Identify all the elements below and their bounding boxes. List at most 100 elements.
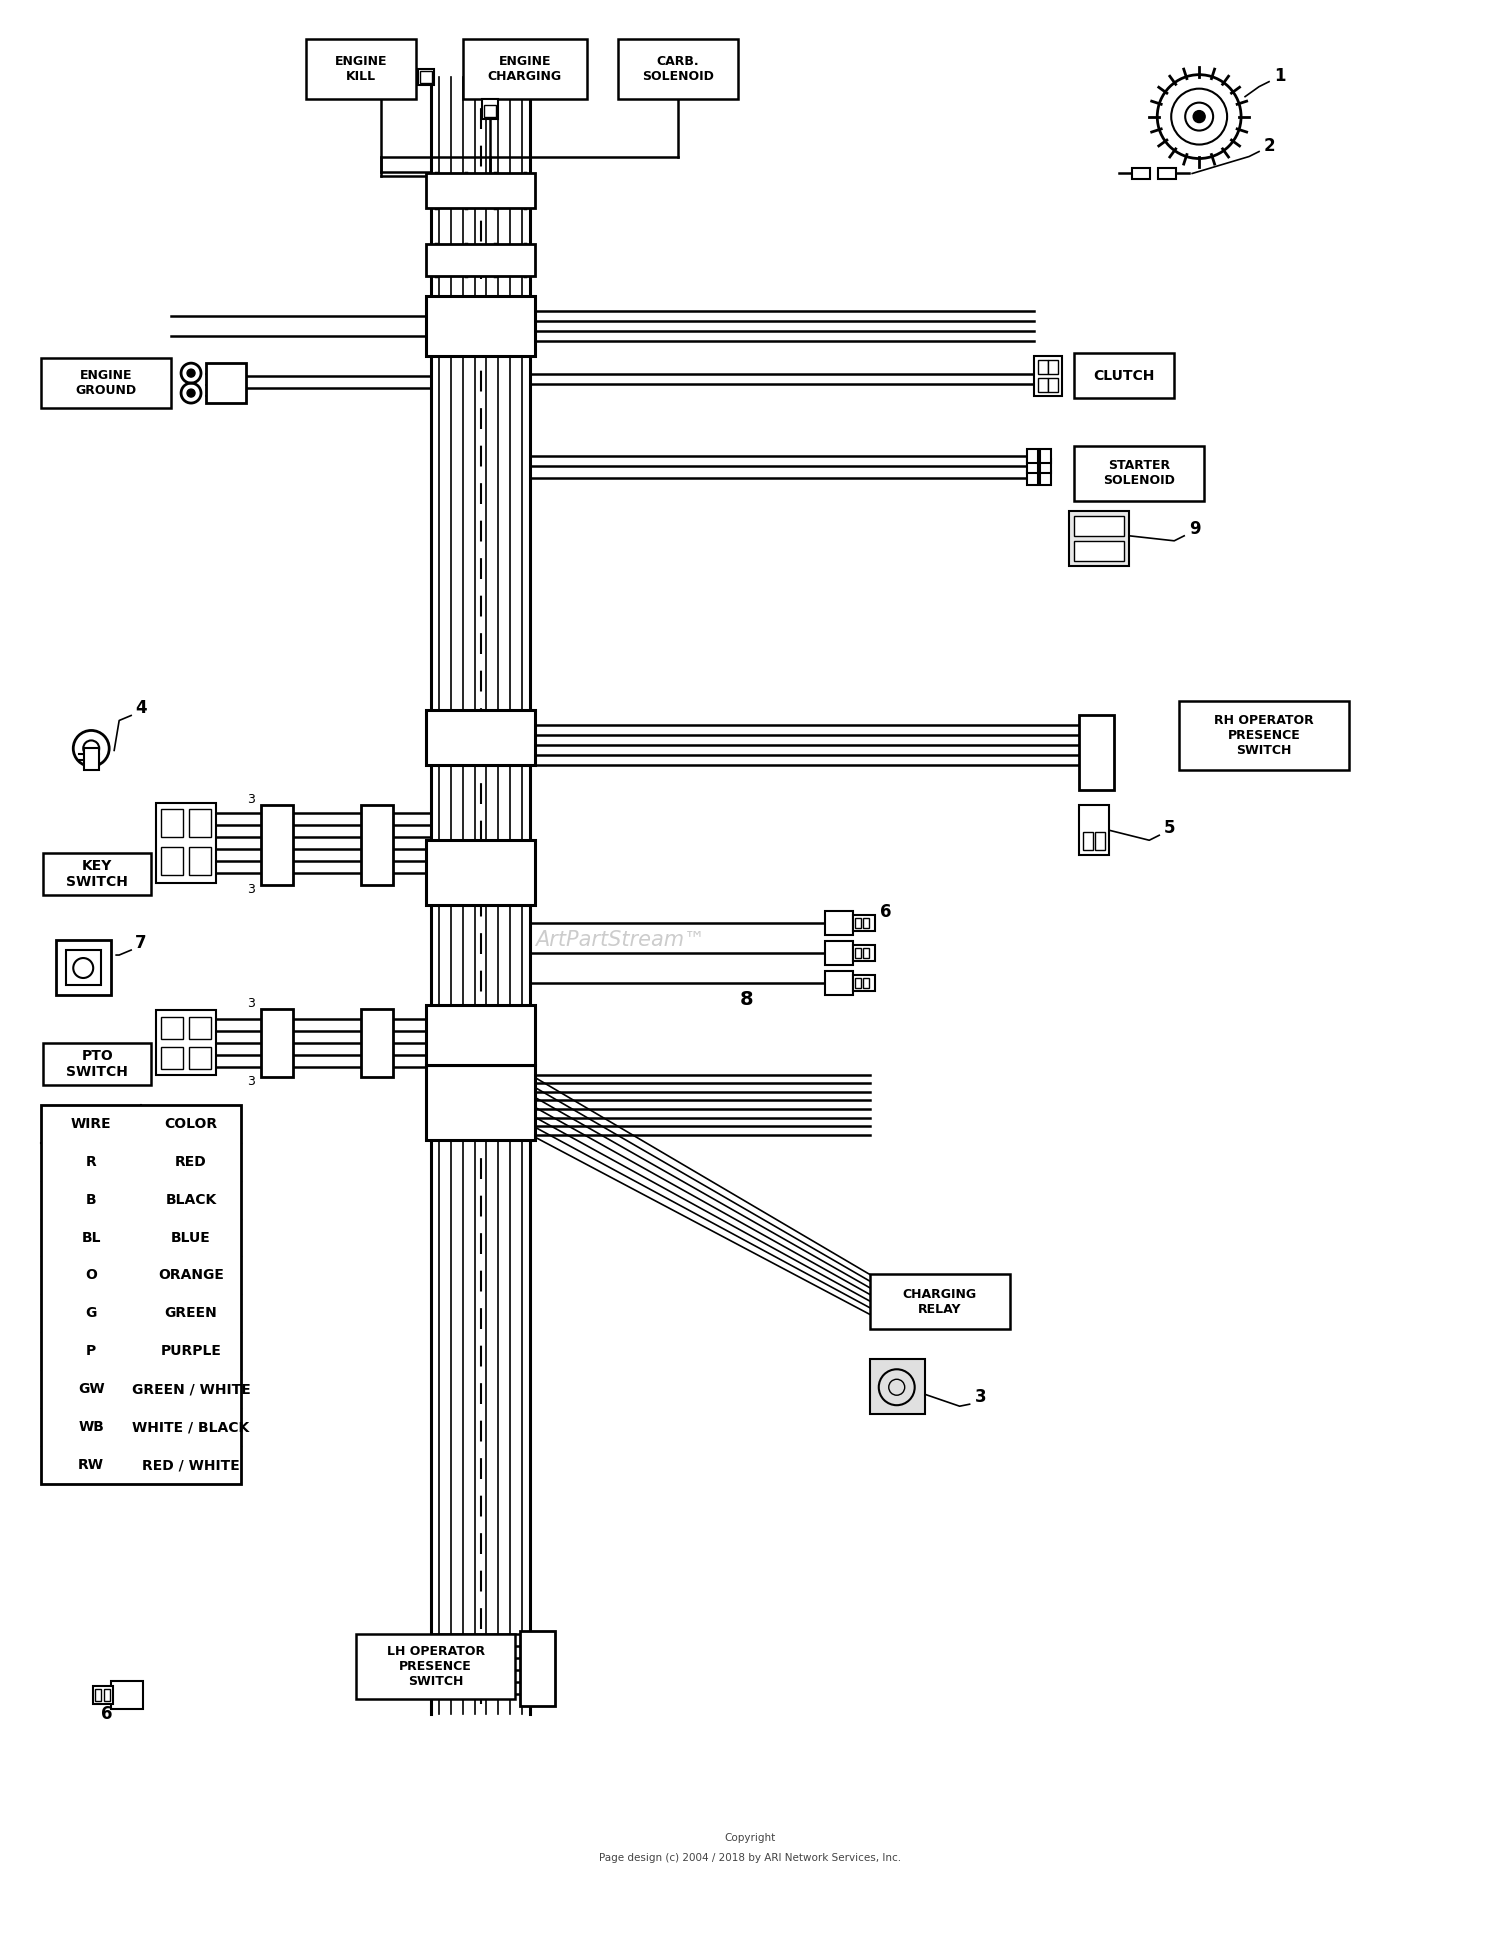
Bar (1038, 377, 1048, 393)
Bar (206, 364, 246, 403)
Text: G: G (86, 1306, 98, 1320)
Bar (104, 1689, 110, 1701)
Bar (189, 1046, 211, 1069)
Text: ENGINE
KILL: ENGINE KILL (334, 55, 387, 82)
Text: Copyright: Copyright (724, 1834, 776, 1844)
Text: RH OPERATOR
PRESENCE
SWITCH: RH OPERATOR PRESENCE SWITCH (1214, 714, 1314, 757)
Bar (1095, 833, 1106, 850)
Text: WHITE / BLACK: WHITE / BLACK (132, 1419, 249, 1435)
Bar (160, 847, 183, 876)
Bar (426, 1065, 536, 1140)
Bar (1038, 360, 1048, 373)
Bar (520, 1630, 555, 1705)
Bar (1074, 446, 1204, 500)
Bar (1074, 516, 1125, 536)
Bar (42, 1105, 242, 1484)
Bar (1048, 377, 1059, 393)
Bar (855, 978, 861, 987)
Bar (483, 98, 498, 119)
Bar (1035, 356, 1062, 397)
Text: 6: 6 (880, 903, 891, 921)
Bar (156, 804, 216, 884)
Bar (1028, 471, 1038, 485)
Text: 6: 6 (100, 1705, 112, 1722)
Circle shape (1192, 111, 1204, 123)
Text: BLACK: BLACK (165, 1193, 216, 1206)
Bar (261, 1009, 292, 1077)
Bar (160, 1017, 183, 1038)
Text: R: R (86, 1155, 96, 1169)
Bar (862, 978, 868, 987)
Text: 7: 7 (135, 934, 147, 952)
Bar (1080, 716, 1114, 790)
Bar (189, 847, 211, 876)
Bar (426, 841, 536, 905)
Bar (356, 1634, 516, 1699)
Text: ENGINE
CHARGING: ENGINE CHARGING (488, 55, 562, 82)
Bar (853, 944, 874, 962)
Bar (825, 940, 854, 966)
Text: GREEN: GREEN (165, 1306, 218, 1320)
Bar (44, 852, 152, 895)
Text: BL: BL (81, 1230, 100, 1245)
Text: PURPLE: PURPLE (160, 1345, 222, 1359)
Text: 5: 5 (1164, 819, 1176, 837)
Bar (426, 710, 536, 766)
Bar (870, 1275, 1010, 1329)
Bar (853, 976, 874, 991)
Bar (306, 39, 416, 98)
Bar (1048, 360, 1059, 373)
Circle shape (188, 369, 195, 377)
Text: 4: 4 (135, 700, 147, 717)
Bar (261, 805, 292, 886)
Text: COLOR: COLOR (165, 1116, 218, 1130)
Text: 9: 9 (1190, 520, 1202, 538)
Text: KEY
SWITCH: KEY SWITCH (66, 858, 128, 890)
Text: RED / WHITE: RED / WHITE (142, 1458, 240, 1472)
Text: ENGINE
GROUND: ENGINE GROUND (75, 369, 136, 397)
Bar (426, 1005, 536, 1065)
Bar (855, 948, 861, 958)
Bar (1041, 471, 1052, 485)
Text: ArtPartStream™: ArtPartStream™ (536, 931, 705, 950)
Bar (825, 972, 854, 995)
Bar (160, 809, 183, 837)
Text: Page design (c) 2004 / 2018 by ARI Network Services, Inc.: Page design (c) 2004 / 2018 by ARI Netwo… (598, 1853, 902, 1863)
Bar (160, 1046, 183, 1069)
Bar (42, 358, 171, 409)
Bar (360, 805, 393, 886)
Bar (66, 950, 100, 985)
Bar (462, 39, 588, 98)
Text: WIRE: WIRE (70, 1116, 111, 1130)
Bar (618, 39, 738, 98)
Text: CHARGING
RELAY: CHARGING RELAY (903, 1288, 977, 1316)
Bar (1083, 833, 1094, 850)
Text: 3: 3 (248, 794, 255, 805)
Text: GREEN / WHITE: GREEN / WHITE (132, 1382, 251, 1396)
Text: 2: 2 (1264, 137, 1275, 154)
Bar (156, 1011, 216, 1075)
Text: WB: WB (78, 1419, 104, 1435)
Bar (855, 919, 861, 929)
Bar (1028, 459, 1038, 473)
Text: GW: GW (78, 1382, 105, 1396)
Text: B: B (86, 1193, 96, 1206)
Text: 8: 8 (740, 989, 753, 1009)
Text: LH OPERATOR
PRESENCE
SWITCH: LH OPERATOR PRESENCE SWITCH (387, 1644, 484, 1687)
Bar (1028, 450, 1038, 463)
Text: P: P (86, 1345, 96, 1359)
Bar (426, 244, 536, 276)
Bar (1132, 168, 1150, 180)
Text: RED: RED (176, 1155, 207, 1169)
Bar (360, 1009, 393, 1077)
Bar (825, 911, 854, 934)
Text: BLUE: BLUE (171, 1230, 211, 1245)
Bar (44, 1042, 152, 1085)
Bar (1074, 354, 1174, 399)
Text: 1: 1 (1274, 66, 1286, 84)
Bar (94, 1689, 100, 1701)
Text: 3: 3 (248, 884, 255, 895)
Bar (853, 915, 874, 931)
Bar (1070, 510, 1130, 565)
Text: CARB.
SOLENOID: CARB. SOLENOID (642, 55, 714, 82)
